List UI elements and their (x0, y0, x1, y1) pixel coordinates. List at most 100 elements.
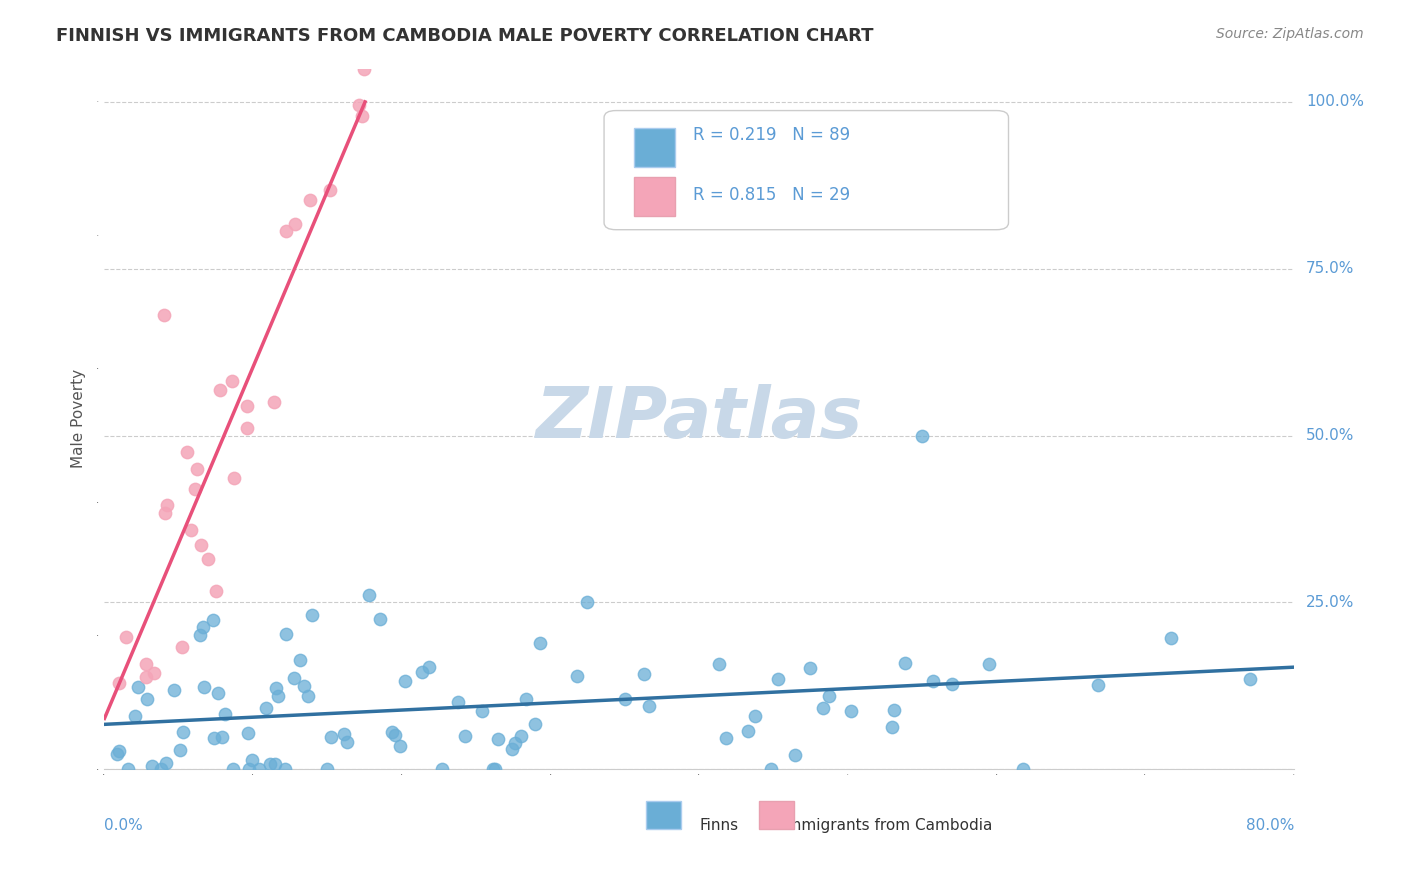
Finns (783, 748, 806, 763)
Immigrants from Cambodia (298, 193, 321, 207)
Finns (254, 701, 277, 715)
Finns (202, 613, 225, 627)
Finns (247, 762, 270, 776)
Finns (190, 628, 212, 642)
Immigrants from Cambodia (153, 309, 176, 323)
Finns (1012, 762, 1035, 776)
Finns (471, 705, 494, 719)
Finns (768, 672, 790, 686)
Finns (222, 762, 245, 776)
Immigrants from Cambodia (284, 217, 307, 231)
FancyBboxPatch shape (634, 128, 675, 167)
Finns (283, 671, 305, 685)
Immigrants from Cambodia (224, 471, 246, 485)
Finns (381, 725, 404, 739)
Finns (292, 679, 315, 693)
Text: 50.0%: 50.0% (1306, 428, 1354, 443)
Finns (141, 759, 163, 773)
Finns (744, 709, 766, 723)
Finns (911, 428, 934, 442)
Finns (894, 657, 917, 671)
Finns (575, 595, 598, 609)
Finns (172, 725, 194, 739)
Immigrants from Cambodia (108, 676, 131, 690)
Immigrants from Cambodia (135, 657, 157, 671)
Finns (759, 762, 782, 776)
Text: 80.0%: 80.0% (1246, 818, 1294, 833)
Text: FINNISH VS IMMIGRANTS FROM CAMBODIA MALE POVERTY CORRELATION CHART: FINNISH VS IMMIGRANTS FROM CAMBODIA MALE… (56, 27, 873, 45)
Text: Immigrants from Cambodia: Immigrants from Cambodia (783, 818, 993, 833)
Finns (714, 731, 737, 746)
Finns (316, 762, 339, 776)
Finns (529, 636, 551, 650)
Finns (1239, 672, 1261, 686)
Immigrants from Cambodia (263, 394, 285, 409)
Finns (411, 665, 433, 680)
Finns (333, 727, 356, 741)
Finns (301, 608, 323, 623)
Finns (388, 739, 411, 753)
Finns (614, 691, 637, 706)
Immigrants from Cambodia (156, 498, 179, 512)
Immigrants from Cambodia (221, 374, 243, 388)
Immigrants from Cambodia (353, 62, 375, 76)
Finns (501, 742, 523, 756)
Finns (509, 729, 531, 743)
FancyBboxPatch shape (645, 801, 682, 829)
Finns (267, 689, 290, 703)
Immigrants from Cambodia (115, 630, 138, 644)
Finns (150, 762, 173, 776)
Text: 100.0%: 100.0% (1306, 95, 1364, 110)
Finns (288, 653, 311, 667)
Finns (238, 762, 260, 776)
Finns (105, 747, 128, 761)
Finns (1087, 677, 1109, 691)
Finns (274, 762, 297, 776)
Immigrants from Cambodia (347, 98, 370, 112)
Immigrants from Cambodia (274, 224, 297, 238)
Y-axis label: Male Poverty: Male Poverty (72, 369, 86, 468)
Finns (418, 660, 440, 674)
Finns (811, 700, 834, 714)
Text: R = 0.815   N = 29: R = 0.815 N = 29 (693, 186, 851, 203)
Immigrants from Cambodia (197, 551, 219, 566)
Text: 0.0%: 0.0% (104, 818, 143, 833)
Finns (368, 612, 391, 626)
Finns (482, 762, 505, 776)
Immigrants from Cambodia (135, 670, 157, 684)
Finns (238, 726, 260, 740)
Finns (737, 723, 759, 738)
Finns (336, 735, 359, 749)
Finns (264, 681, 287, 696)
FancyBboxPatch shape (759, 801, 794, 829)
Finns (214, 707, 236, 722)
Finns (818, 689, 841, 703)
FancyBboxPatch shape (605, 111, 1008, 230)
Immigrants from Cambodia (205, 583, 228, 598)
Text: Source: ZipAtlas.com: Source: ZipAtlas.com (1216, 27, 1364, 41)
Finns (107, 744, 129, 758)
Immigrants from Cambodia (155, 506, 177, 520)
Finns (447, 695, 470, 709)
Finns (503, 736, 526, 750)
Finns (430, 762, 453, 776)
Finns (263, 756, 285, 771)
Finns (207, 686, 229, 700)
Finns (523, 717, 546, 731)
Immigrants from Cambodia (180, 524, 202, 538)
Finns (633, 666, 655, 681)
Finns (921, 673, 943, 688)
Text: 25.0%: 25.0% (1306, 595, 1354, 610)
Finns (211, 731, 233, 745)
Finns (155, 756, 177, 770)
Immigrants from Cambodia (186, 462, 208, 476)
Finns (484, 762, 506, 776)
Finns (117, 762, 139, 776)
Immigrants from Cambodia (319, 183, 342, 197)
Immigrants from Cambodia (236, 399, 259, 413)
Finns (567, 669, 589, 683)
Finns (242, 753, 264, 767)
Finns (882, 720, 904, 734)
Immigrants from Cambodia (184, 482, 207, 496)
Finns (638, 699, 661, 714)
